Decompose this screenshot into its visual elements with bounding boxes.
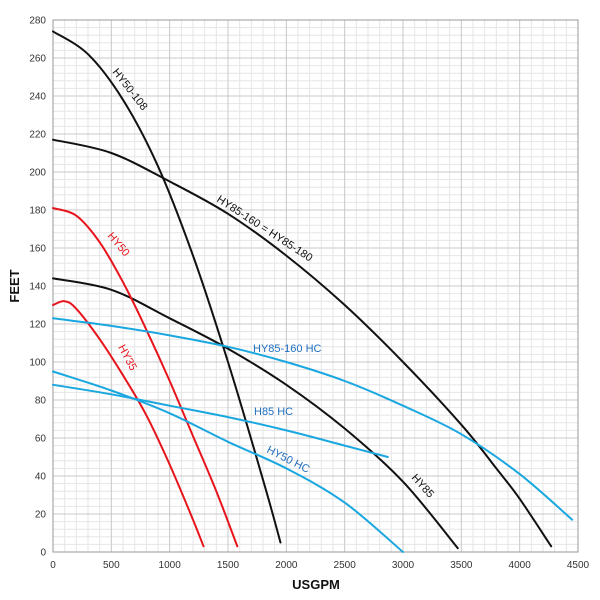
y-tick-label: 240 [29, 92, 46, 103]
y-tick-label: 100 [29, 358, 46, 369]
x-tick-label: 1000 [159, 560, 182, 571]
x-tick-label: 4500 [567, 560, 590, 571]
curve-label: HY50 HC [265, 444, 312, 476]
x-tick-label: 3500 [450, 560, 473, 571]
y-tick-label: 200 [29, 168, 46, 179]
curve-label: H85 HC [254, 406, 293, 418]
y-tick-label: 20 [35, 510, 47, 521]
series-layer [52, 30, 574, 553]
x-tick-label: 3000 [392, 560, 415, 571]
x-axis-title: USGPM [292, 577, 340, 592]
x-tick-label: 0 [50, 560, 56, 571]
x-tick-label: 2500 [334, 560, 357, 571]
x-tick-label: 4000 [509, 560, 532, 571]
y-tick-label: 40 [35, 472, 47, 483]
series-line-hy85-160-hy85-180 [52, 138, 553, 548]
series-line-hy50-hc [52, 370, 404, 553]
y-tick-label: 120 [29, 320, 46, 331]
y-tick-label: 80 [35, 396, 47, 407]
x-tick-label: 500 [103, 560, 120, 571]
y-tick-label: 0 [40, 548, 46, 559]
y-tick-label: 140 [29, 282, 46, 293]
x-axis-ticks: 0 500 1000 1500 2000 2500 3000 3500 4000 4500 [50, 560, 589, 571]
plot-area-frame [52, 19, 579, 553]
curve-label: HY85-160 = HY85-180 [214, 193, 314, 264]
series-line-hy35 [52, 300, 205, 548]
series-line-hy50-108 [52, 30, 282, 544]
y-axis-title: FEET [7, 269, 22, 302]
y-tick-label: 60 [35, 434, 47, 445]
series-line-h85-hc [52, 383, 389, 458]
series-line-hy85 [52, 277, 459, 550]
curve-label: HY85-160 HC [253, 343, 322, 355]
y-tick-label: 220 [29, 130, 46, 141]
y-tick-label: 260 [29, 54, 46, 65]
y-axis-ticks: 0 20 40 60 80 100 120 140 160 180 200 220 240 260 280 [29, 16, 46, 559]
x-tick-label: 1500 [217, 560, 240, 571]
y-tick-label: 160 [29, 244, 46, 255]
y-tick-label: 180 [29, 206, 46, 217]
y-tick-label: 280 [29, 16, 46, 27]
series-line-hy85-160-hc [52, 317, 574, 521]
series-line-hy50 [52, 207, 239, 548]
x-tick-label: 2000 [275, 560, 298, 571]
